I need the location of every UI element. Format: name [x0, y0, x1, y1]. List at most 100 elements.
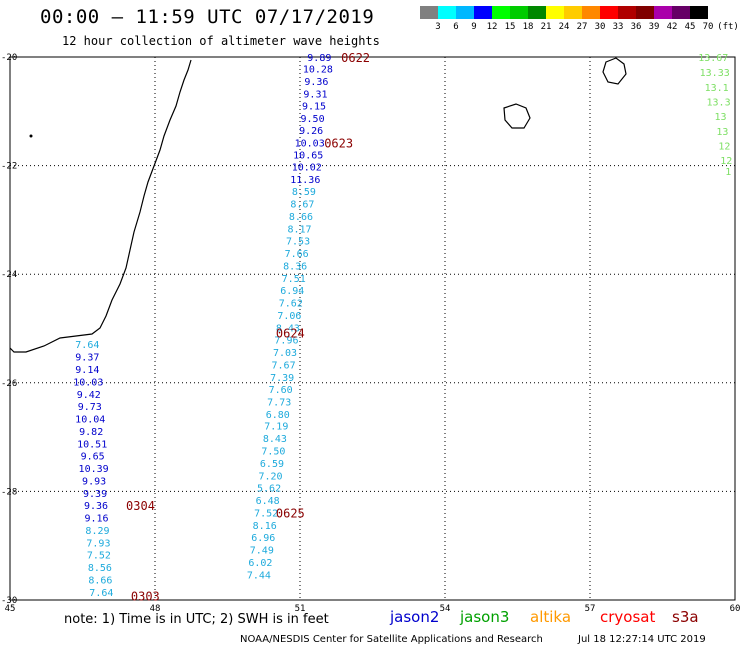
wave-height-value: 7.93 [86, 538, 110, 549]
scale-label: 39 [648, 22, 660, 32]
latitude-tick-label: -28 [1, 487, 17, 497]
wave-height-value: 9.37 [75, 353, 99, 364]
wave-height-value: 9.42 [77, 390, 101, 401]
wave-height-value: 12 [720, 156, 732, 167]
scale-label: 36 [630, 22, 642, 32]
legend-entry: altika [530, 608, 572, 626]
scale-swatch [618, 6, 636, 19]
wave-height-value: 13 [714, 112, 726, 123]
color-scale-bar [420, 6, 708, 19]
scale-label: 9 [471, 22, 477, 32]
wave-height-value: 8.59 [292, 187, 316, 198]
wave-height-value: 9.14 [75, 365, 99, 376]
map-subtitle: 12 hour collection of altimeter wave hei… [62, 34, 380, 48]
scale-swatch [420, 6, 438, 19]
longitude-labels: 45 48 51 54 57 60 [5, 604, 740, 614]
wave-height-value: 11.36 [290, 175, 320, 186]
wave-height-value: 7.52 [254, 509, 278, 520]
scale-swatch [582, 6, 600, 19]
longitude-tick-label: 57 [585, 604, 596, 614]
mauritius-coastline [602, 57, 627, 85]
wave-height-value: 9.36 [84, 501, 108, 512]
wave-height-value: 5.62 [257, 484, 281, 495]
wave-height-value: 7.50 [261, 447, 285, 458]
wave-height-value: 7.96 [274, 335, 298, 346]
wave-height-value: 7.49 [250, 546, 274, 557]
wave-height-value: 7.60 [269, 385, 293, 396]
scale-swatch [654, 6, 672, 19]
scale-label: 15 [504, 22, 516, 32]
scale-swatch [528, 6, 546, 19]
scale-swatch [438, 6, 456, 19]
reunion-coastline [503, 103, 531, 129]
wave-height-value: 8.17 [287, 225, 311, 236]
wave-height-value: 8.36 [283, 262, 307, 273]
pass-time-labels: 0622 0623 0624 0625 0304 0303 [126, 51, 370, 604]
longitude-tick-label: 45 [5, 604, 16, 614]
longitude-tick-label: 54 [440, 604, 451, 614]
longitude-tick-label: 48 [150, 604, 161, 614]
scale-swatch [546, 6, 564, 19]
small-island [29, 134, 33, 138]
wave-height-value: 9.50 [301, 114, 325, 125]
scale-label: 24 [558, 22, 570, 32]
legend-entry: jason3 [460, 608, 510, 626]
wave-height-value: 10.04 [75, 415, 105, 426]
legend-entry: cryosat [600, 608, 656, 626]
wave-height-value: 7.44 [247, 570, 271, 581]
madagascar-coastline [9, 59, 192, 353]
gridlines [9, 56, 736, 601]
pass-time-label: 0303 [131, 590, 160, 604]
latitude-tick-label: -30 [1, 596, 17, 606]
wave-height-value: 9.26 [299, 126, 323, 137]
wave-height-value: 7.66 [285, 249, 309, 260]
scale-label: 12 [486, 22, 498, 32]
wave-height-value: 6.48 [256, 496, 280, 507]
pass-time-label: 0622 [341, 51, 370, 65]
wave-height-value: 7.73 [267, 397, 291, 408]
wave-height-value: 10.39 [79, 464, 109, 475]
scale-swatch [564, 6, 582, 19]
scale-label: 42 [666, 22, 678, 32]
wave-height-value: 7.19 [264, 422, 288, 433]
map-frame [9, 56, 736, 601]
scale-label: 33 [612, 22, 624, 32]
coastlines [9, 57, 627, 353]
wave-height-values: 9.8910.289.369.319.159.509.2610.0310.651… [73, 53, 732, 599]
latitude-tick-label: -22 [1, 162, 17, 172]
wave-height-value: 9.15 [302, 101, 326, 112]
wave-height-value: 8.67 [290, 200, 314, 211]
longitude-tick-label: 51 [295, 604, 306, 614]
credit-timestamp: Jul 18 12:27:14 UTC 2019 [578, 634, 706, 645]
wave-height-value: 13 [716, 127, 728, 138]
wave-height-value: 12 [718, 142, 730, 153]
latitude-labels: -20 -22 -24 -26 -28 -30 [1, 53, 17, 606]
wave-height-value: 7.03 [273, 348, 297, 359]
wave-height-value: 9.82 [79, 427, 103, 438]
wave-height-value: 8.43 [276, 323, 300, 334]
pass-time-label: 0623 [324, 136, 353, 150]
scale-swatch [600, 6, 618, 19]
wave-height-value: 9.65 [81, 452, 105, 463]
scale-swatch [636, 6, 654, 19]
wave-height-value: 7.39 [270, 373, 294, 384]
wave-height-value: 6.94 [280, 286, 304, 297]
scale-swatch [672, 6, 690, 19]
wave-height-value: 8.66 [88, 575, 112, 586]
scale-label: (ft) [717, 22, 739, 32]
wave-height-value: 8.56 [88, 563, 112, 574]
wave-height-value: 10.28 [303, 64, 333, 75]
units-note: note: 1) Time is in UTC; 2) SWH is in fe… [64, 612, 329, 627]
wave-height-value: 10.65 [293, 151, 323, 162]
wave-height-value: 9.93 [82, 477, 106, 488]
wave-height-value: 9.39 [83, 489, 107, 500]
scale-swatch [690, 6, 708, 19]
wave-height-value: 8.66 [289, 212, 313, 223]
scale-swatch [474, 6, 492, 19]
longitude-tick-label: 60 [730, 604, 740, 614]
wave-height-value: 7.06 [277, 311, 301, 322]
wave-height-value: 1 [725, 167, 731, 178]
wave-height-value: 13.1 [705, 83, 729, 94]
wave-height-value: 7.52 [87, 550, 111, 561]
